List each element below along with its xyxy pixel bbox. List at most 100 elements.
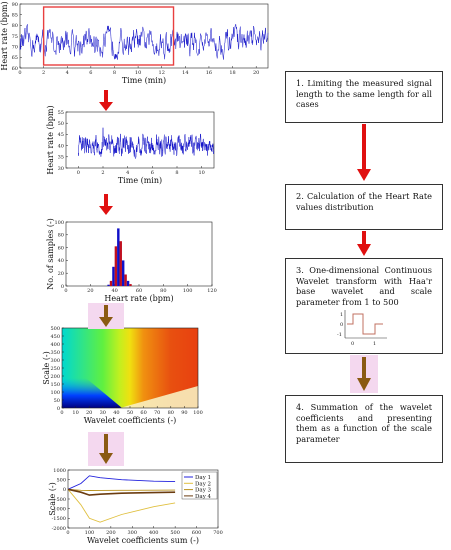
x-axis-label: Wavelet coefficients sum (-)	[87, 536, 199, 545]
y-tick-label: 50	[54, 398, 60, 404]
x-tick-label: 16	[206, 70, 212, 76]
y-axis-label: Heart rate (bpm)	[0, 1, 9, 70]
coeff-sum-chart: 0 100 200 300 400 500 600 700 -2000 -1500 -1000 -50…	[30, 468, 225, 550]
haar-wavelet-thumbnail: 1 0 -1 0 1	[337, 310, 387, 346]
histogram-bar	[112, 266, 115, 286]
y-tick-label: 1000	[53, 468, 66, 474]
x-tick-label: 0	[77, 170, 80, 176]
x-tick-label: 100	[193, 410, 203, 416]
x-tick-label: 30	[100, 410, 106, 416]
legend-label: Day 3	[195, 488, 212, 494]
x-tick-label: 8	[113, 70, 116, 76]
step-box-3: 3. One-dimensional Continuous Wavelet tr…	[285, 258, 443, 354]
cut-signal-chart: 0 2 4 6 8 10 30 35 40 45 50 55 Time (min) Heart rate …	[32, 105, 222, 196]
y-tick-label: 80	[58, 233, 64, 239]
y-tick-label: 40	[58, 258, 64, 264]
svg-text:1: 1	[340, 312, 343, 318]
x-tick-label: 0	[18, 70, 21, 76]
arrow-step-2-3	[357, 231, 371, 256]
x-tick-label: 6	[89, 70, 92, 76]
x-axis-label: Wavelet coefficients (-)	[84, 416, 177, 425]
step-box-1: 1. Limiting the measured signal length t…	[285, 71, 443, 123]
step-1-text: 1. Limiting the measured signal length t…	[296, 78, 432, 109]
x-tick-label: 300	[128, 530, 138, 536]
y-tick-label: 450	[50, 334, 60, 340]
y-tick-label: 75	[12, 34, 18, 40]
x-tick-label: 60	[140, 410, 146, 416]
x-tick-label: 120	[207, 288, 217, 294]
x-tick-label: 100	[85, 530, 95, 536]
x-tick-label: 50	[127, 410, 133, 416]
x-tick-label: 100	[183, 288, 193, 294]
step-box-2: 2. Calculation of the Heart Rate values …	[285, 184, 443, 230]
selection-rectangle	[42, 6, 175, 66]
y-tick-label: 85	[12, 12, 18, 18]
y-tick-label: -1500	[52, 516, 66, 522]
y-tick-label: 60	[58, 245, 64, 251]
svg-text:1: 1	[373, 341, 376, 346]
y-tick-label: 150	[50, 382, 60, 388]
x-tick-label: 400	[149, 530, 159, 536]
y-tick-label: 50	[58, 121, 64, 127]
x-tick-label: 2	[42, 70, 45, 76]
plot-frame	[65, 221, 213, 287]
x-axis-label: Heart rate (bpm)	[104, 294, 173, 303]
series-line-day-4	[67, 488, 176, 496]
histogram-chart: 0 20 40 60 80 100 120 0 20 40 60 80 100 Heart rate (b…	[30, 218, 220, 313]
x-tick-label: 6	[151, 170, 154, 176]
scalogram-high-region	[120, 386, 198, 408]
histogram-bar	[129, 284, 132, 286]
x-tick-label: 70	[154, 410, 160, 416]
y-tick-label: 90	[12, 2, 18, 8]
arrow-down-2	[99, 194, 113, 215]
scalogram-chart: 0 10 20 30 40 50 60 70 80 90 100 0 50 100 150 200 250 300…	[30, 324, 210, 429]
y-axis-label: No. of samples (-)	[46, 218, 55, 290]
x-tick-label: 20	[87, 288, 93, 294]
histogram-bar	[124, 274, 127, 286]
y-tick-label: -2000	[52, 526, 66, 532]
plot-frame	[65, 111, 215, 169]
legend-label: Day 2	[195, 481, 211, 487]
step-4-text: 4. Summation of the wavelet coefficients…	[296, 402, 432, 444]
arrow-down-1	[99, 90, 113, 111]
y-tick-label: -1000	[52, 506, 66, 512]
x-tick-label: 40	[113, 410, 119, 416]
y-tick-label: 0	[57, 406, 60, 412]
x-tick-label: 4	[66, 70, 69, 76]
x-tick-label: 2	[101, 170, 104, 176]
x-axis-label: Time (min)	[118, 176, 162, 185]
legend-label: Day 4	[195, 494, 212, 500]
y-tick-label: 70	[12, 44, 18, 50]
y-tick-label: 0	[61, 284, 64, 290]
y-tick-label: 400	[50, 342, 60, 348]
x-tick-label: 4	[126, 170, 129, 176]
x-tick-label: 20	[86, 410, 92, 416]
series-line-day-3	[67, 488, 176, 491]
histogram-bar	[107, 284, 110, 286]
y-tick-label: 200	[50, 374, 60, 380]
y-tick-label: 35	[58, 155, 64, 161]
x-tick-label: 10	[135, 70, 141, 76]
x-tick-label: 10	[198, 170, 204, 176]
arrow-down-4	[88, 432, 124, 466]
arrow-down-3	[88, 303, 124, 329]
x-tick-label: 0	[64, 288, 67, 294]
step-3-text: 3. One-dimensional Continuous Wavelet tr…	[296, 265, 432, 307]
y-tick-label: 30	[58, 166, 64, 172]
x-tick-label: 12	[159, 70, 165, 76]
x-tick-label: 10	[72, 410, 78, 416]
signal-line	[19, 23, 269, 60]
x-tick-label: 18	[229, 70, 235, 76]
y-tick-label: 100	[54, 220, 64, 226]
y-axis-label: Scale (-)	[42, 351, 51, 385]
y-tick-label: 250	[50, 366, 60, 372]
histogram-bar	[119, 241, 122, 286]
histogram-bar	[117, 228, 120, 286]
y-tick-label: -500	[55, 497, 66, 503]
scalogram-low-region	[62, 358, 122, 408]
arrow-step-3-4	[350, 355, 378, 393]
x-tick-label: 80	[160, 288, 166, 294]
full-signal-chart: 0 2 4 6 8 10 12 14 16 18 20 60 65 70 75 80 85 90 Time (min…	[0, 0, 275, 95]
y-tick-label: 55	[58, 110, 64, 116]
svg-text:0: 0	[351, 341, 354, 346]
